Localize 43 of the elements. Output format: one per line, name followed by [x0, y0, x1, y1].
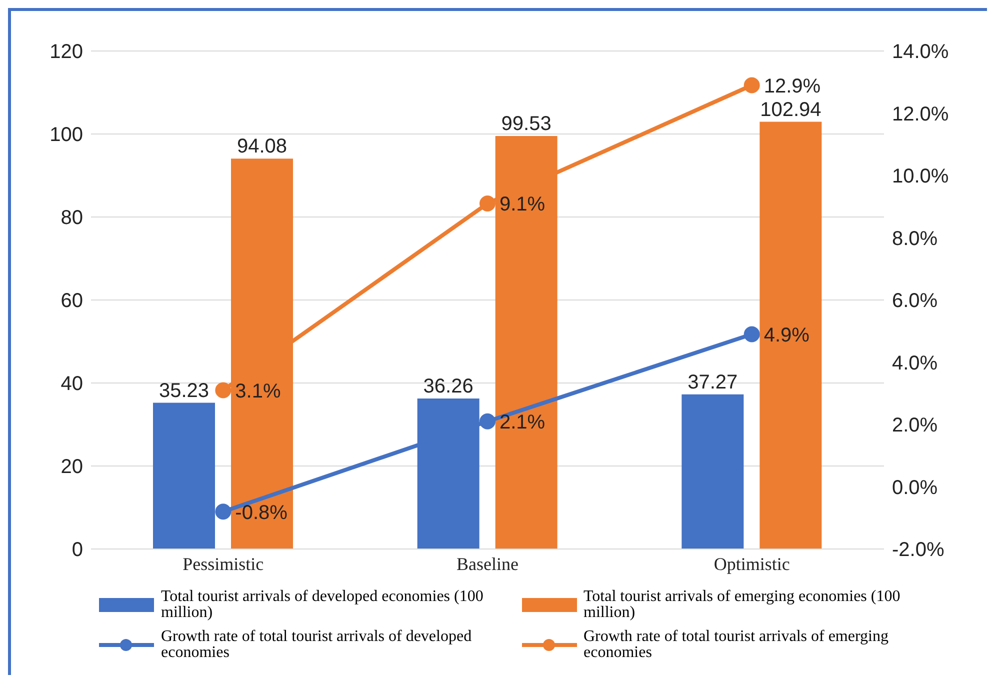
y2-tick-label: 10.0%	[892, 166, 949, 188]
point	[215, 504, 232, 520]
x-tick-label: Optimistic	[714, 554, 790, 574]
y2-tick-label: 6.0%	[892, 290, 938, 312]
data-label: -0.8%	[235, 502, 288, 524]
data-label: 12.9%	[764, 75, 821, 98]
legend-label: Growth rate of total tourist arrivals of emerging economies	[584, 628, 890, 661]
bar	[682, 394, 744, 549]
data-label: 3.1%	[235, 380, 281, 402]
legend-label: Total tourist arrivals of developed economies (100 million)	[161, 588, 484, 621]
data-label: 94.08	[236, 136, 288, 158]
y2-tick-label: 8.0%	[892, 228, 938, 250]
y2-tick-label: 4.0%	[892, 352, 938, 374]
point	[215, 382, 232, 398]
y-tick-label: 100	[50, 124, 83, 146]
point	[480, 413, 496, 430]
point	[744, 326, 760, 342]
y-tick-label: 20	[60, 456, 83, 478]
y2-tick-label: 2.0%	[892, 414, 938, 437]
y2-tick-label: -2.0%	[892, 539, 944, 562]
data-label: 2.1%	[500, 411, 546, 434]
y-tick-label: 80	[60, 207, 83, 230]
x-tick-label: Pessimistic	[182, 554, 264, 574]
point	[744, 77, 760, 94]
legend-label: Total tourist arrivals of emerging economies (100 million)	[584, 588, 902, 621]
y-tick-label: 60	[60, 290, 83, 312]
y-tick-label: 40	[60, 373, 83, 396]
data-label: 9.1%	[500, 194, 546, 216]
y2-tick-label: 12.0%	[892, 103, 949, 126]
y-tick-label: 120	[50, 41, 83, 64]
data-label: 99.53	[501, 112, 552, 135]
data-label: 36.26	[423, 376, 474, 398]
x-tick-label: Baseline	[456, 554, 518, 574]
y2-tick-label: 14.0%	[892, 41, 949, 64]
point	[480, 196, 496, 212]
legend-label: Growth rate of total tourist arrivals of developed economies	[161, 628, 473, 661]
bar	[760, 122, 822, 549]
data-label: 4.9%	[764, 324, 810, 346]
data-label: 35.23	[158, 380, 210, 402]
y-tick-label: 0	[72, 539, 83, 562]
y2-tick-label: 0.0%	[892, 476, 938, 499]
data-label: 102.94	[760, 98, 822, 121]
data-label: 37.27	[688, 371, 738, 394]
